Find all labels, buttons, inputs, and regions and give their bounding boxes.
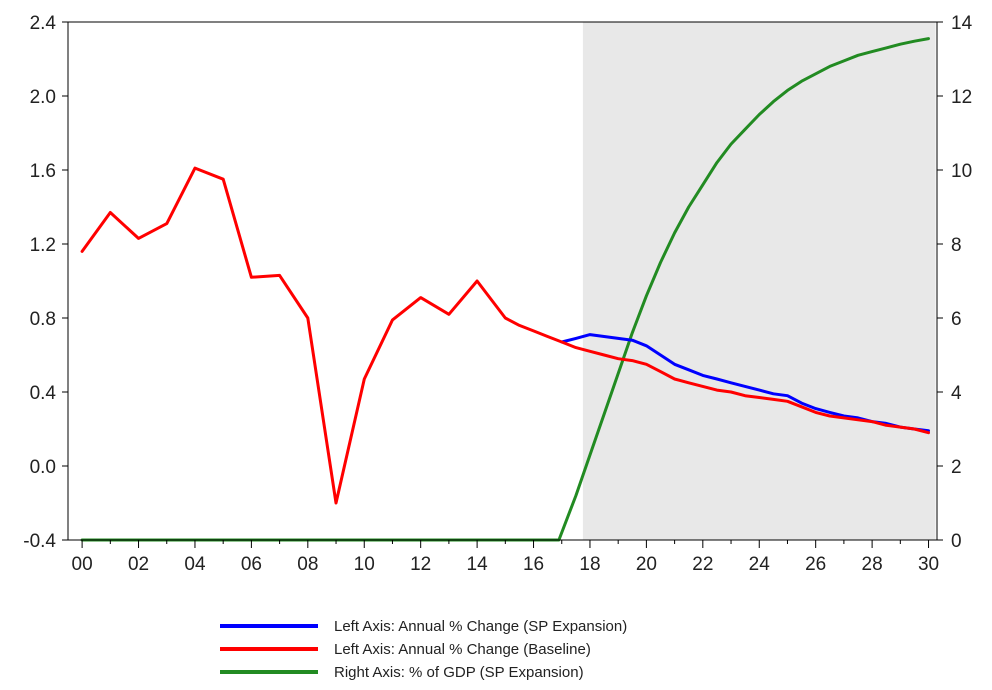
x-tick-label: 26 xyxy=(805,554,826,575)
x-tick-label: 24 xyxy=(749,554,771,575)
x-axis: 00 02 04 06 08 10 12 14 16 18 20 22 24 26 28 30 xyxy=(72,540,939,575)
x-tick-label: 08 xyxy=(297,554,318,575)
x-tick-label: 14 xyxy=(467,554,489,575)
legend-item-baseline-label: Left Axis: Annual % Change (Baseline) xyxy=(334,641,591,658)
y-left-tick-label: 2.4 xyxy=(30,13,57,34)
legend-item-sp-expansion-label: Left Axis: Annual % Change (SP Expansion… xyxy=(334,618,627,635)
legend: Left Axis: Annual % Change (SP Expansion… xyxy=(220,618,627,681)
y-axis-left: -0.4 0.0 0.4 0.8 1.2 1.6 2.0 2.4 xyxy=(23,13,68,552)
x-tick-label: 06 xyxy=(241,554,262,575)
y-left-tick-label: 2.0 xyxy=(30,87,56,108)
plot-frame xyxy=(67,21,938,541)
series-line-pct-gdp xyxy=(80,37,930,542)
x-tick-label: 12 xyxy=(410,554,431,575)
x-tick-label: 30 xyxy=(918,554,939,575)
x-tick-label: 10 xyxy=(354,554,375,575)
y-left-tick-label: 0.8 xyxy=(30,309,56,330)
shaded-region-layer xyxy=(582,22,936,540)
legend-item-pct-gdp-label: Right Axis: % of GDP (SP Expansion) xyxy=(334,664,584,681)
y-left-tick-label: 1.2 xyxy=(30,235,56,256)
x-tick-label: 20 xyxy=(636,554,657,575)
x-tick-label: 00 xyxy=(72,554,93,575)
x-tick-label: 04 xyxy=(184,554,206,575)
y-right-tick-label: 14 xyxy=(951,13,973,34)
x-tick-label: 18 xyxy=(579,554,600,575)
y-right-tick-label: 12 xyxy=(951,87,972,108)
forecast-shaded-region xyxy=(582,22,936,540)
series-line-baseline xyxy=(80,166,930,505)
y-left-tick-label: 0.0 xyxy=(30,457,56,478)
y-left-tick-label: 1.6 xyxy=(30,161,56,182)
y-right-tick-label: 8 xyxy=(951,235,962,256)
y-right-tick-label: 6 xyxy=(951,309,962,330)
y-right-tick-label: 10 xyxy=(951,161,972,182)
y-left-tick-label: -0.4 xyxy=(23,531,56,552)
x-tick-label: 28 xyxy=(862,554,883,575)
series-layer xyxy=(80,37,930,542)
y-right-tick-label: 0 xyxy=(951,531,962,552)
x-tick-label: 16 xyxy=(523,554,544,575)
y-left-tick-label: 0.4 xyxy=(30,383,57,404)
y-right-tick-label: 4 xyxy=(951,383,962,404)
x-tick-label: 02 xyxy=(128,554,149,575)
y-right-tick-label: 2 xyxy=(951,457,962,478)
y-axis-right: 0 2 4 6 8 10 12 14 xyxy=(937,13,973,552)
x-tick-label: 22 xyxy=(692,554,713,575)
